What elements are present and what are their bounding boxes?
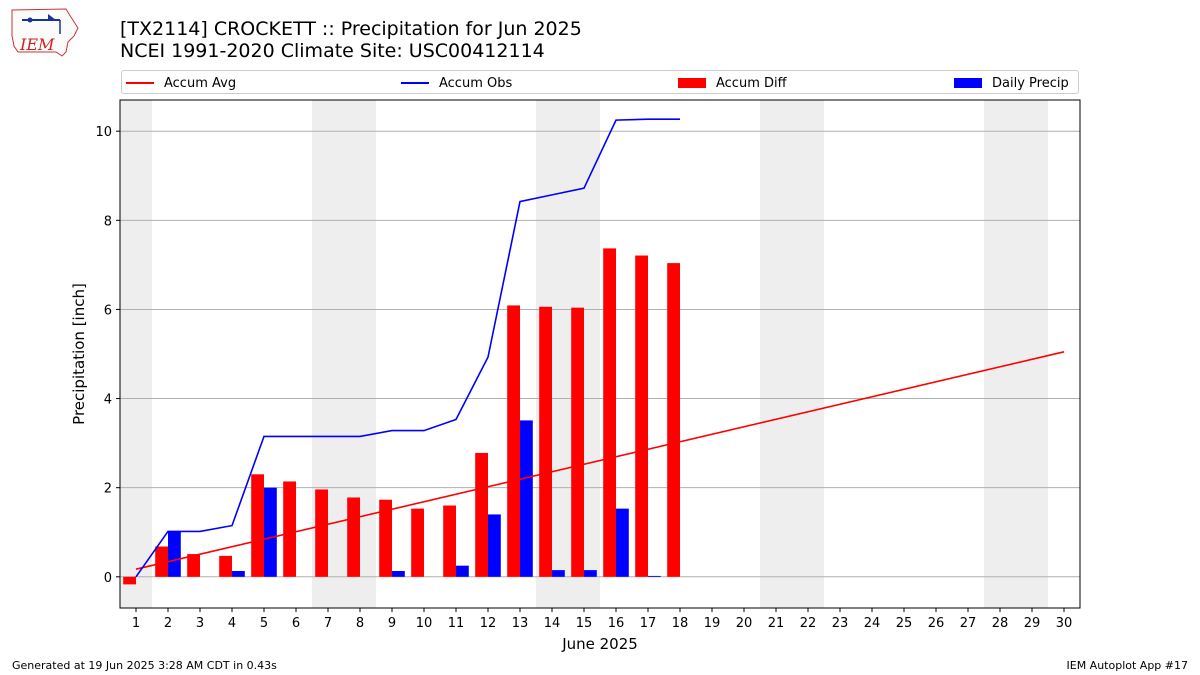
accum-avg-line xyxy=(135,351,1065,570)
x-tick-label: 16 xyxy=(608,616,625,631)
legend-swatch-accum-obs xyxy=(401,82,429,84)
title-line-2: NCEI 1991-2020 Climate Site: USC00412114 xyxy=(120,40,545,62)
x-tick-label: 5 xyxy=(260,616,268,631)
y-tick-label: 6 xyxy=(104,303,112,318)
x-tick-label: 28 xyxy=(992,616,1009,631)
y-tick-label: 4 xyxy=(104,393,112,408)
plot-frame xyxy=(119,99,1081,609)
x-tick-label: 22 xyxy=(800,616,817,631)
y-tick-label: 10 xyxy=(95,125,112,140)
accum-diff-bar xyxy=(315,489,328,577)
accum-obs-line xyxy=(135,118,680,578)
x-tick-label: 10 xyxy=(416,616,433,631)
x-tick-label: 24 xyxy=(864,616,881,631)
daily-precip-bar xyxy=(168,531,181,577)
legend-swatch-accum-diff xyxy=(678,78,706,88)
accum-diff-bar xyxy=(379,499,392,577)
accum-diff-bar xyxy=(603,248,616,577)
y-tick-label: 2 xyxy=(104,482,112,497)
legend-label-accum-diff: Accum Diff xyxy=(716,75,787,91)
accum-diff-bar xyxy=(123,576,136,585)
x-tick-label: 4 xyxy=(228,616,236,631)
legend-label-accum-avg: Accum Avg xyxy=(164,75,237,91)
weekend-shade xyxy=(760,100,824,608)
x-tick-label: 17 xyxy=(640,616,657,631)
x-tick-label: 12 xyxy=(480,616,497,631)
y-axis-label: Precipitation [inch] xyxy=(70,283,88,425)
daily-precip-bar xyxy=(488,514,501,577)
accum-diff-bar xyxy=(507,305,520,577)
legend-item-accum-obs: Accum Obs xyxy=(401,74,512,92)
x-tick-label: 18 xyxy=(672,616,689,631)
legend: Accum Avg Accum Obs Accum Diff Daily Pre… xyxy=(121,70,1079,94)
accum-diff-bar xyxy=(251,474,264,577)
y-tick-label: 0 xyxy=(104,571,112,586)
daily-precip-bar xyxy=(232,571,245,577)
x-tick-label: 25 xyxy=(896,616,913,631)
x-axis-label: June 2025 xyxy=(561,635,638,653)
accum-diff-bar xyxy=(187,554,200,577)
title-line-1: [TX2114] CROCKETT :: Precipitation for J… xyxy=(120,18,582,40)
x-tick-label: 6 xyxy=(292,616,300,631)
legend-swatch-daily-precip xyxy=(954,78,982,88)
x-tick-label: 11 xyxy=(448,616,465,631)
logo-text: IEM xyxy=(19,35,55,54)
accum-diff-bar xyxy=(635,255,648,577)
x-tick-label: 19 xyxy=(704,616,721,631)
x-tick-label: 2 xyxy=(164,616,172,631)
x-tick-label: 20 xyxy=(736,616,753,631)
daily-precip-bar xyxy=(552,570,565,577)
x-tick-label: 3 xyxy=(196,616,204,631)
iem-logo: IEM xyxy=(11,8,79,57)
legend-item-accum-avg: Accum Avg xyxy=(126,74,236,92)
accum-diff-bar xyxy=(219,555,232,577)
footer-generated: Generated at 19 Jun 2025 3:28 AM CDT in … xyxy=(12,659,277,672)
accum-diff-bar xyxy=(667,263,680,577)
daily-precip-bar xyxy=(264,487,277,577)
accum-diff-bar xyxy=(539,306,552,577)
x-tick-label: 8 xyxy=(356,616,364,631)
x-tick-label: 23 xyxy=(832,616,849,631)
weekend-shade xyxy=(120,100,152,608)
x-tick-label: 21 xyxy=(768,616,785,631)
daily-precip-bar xyxy=(584,570,597,577)
accum-diff-bar xyxy=(283,481,296,577)
daily-precip-bar xyxy=(616,508,629,577)
legend-item-daily-precip: Daily Precip xyxy=(954,74,1069,92)
x-tick-label: 30 xyxy=(1056,616,1073,631)
legend-label-accum-obs: Accum Obs xyxy=(439,75,513,91)
legend-label-daily-precip: Daily Precip xyxy=(992,75,1069,91)
x-tick-label: 15 xyxy=(576,616,593,631)
footer-app: IEM Autoplot App #17 xyxy=(1066,659,1189,672)
x-tick-label: 26 xyxy=(928,616,945,631)
x-tick-label: 13 xyxy=(512,616,529,631)
accum-diff-bar xyxy=(411,508,424,577)
daily-precip-bar xyxy=(392,571,405,577)
daily-precip-bar xyxy=(648,575,661,577)
x-tick-label: 9 xyxy=(388,616,396,631)
legend-swatch-accum-avg xyxy=(126,82,154,84)
accum-diff-bar xyxy=(475,452,488,577)
accum-diff-bar xyxy=(571,307,584,577)
accum-diff-bar xyxy=(155,546,168,577)
x-tick-label: 27 xyxy=(960,616,977,631)
accum-diff-bar xyxy=(347,497,360,577)
legend-item-accum-diff: Accum Diff xyxy=(678,74,787,92)
daily-precip-bar xyxy=(520,420,533,577)
daily-precip-bar xyxy=(456,565,469,577)
weekend-shade xyxy=(984,100,1048,608)
x-tick-label: 14 xyxy=(544,616,561,631)
x-tick-label: 7 xyxy=(324,616,332,631)
x-tick-label: 29 xyxy=(1024,616,1041,631)
x-tick-label: 1 xyxy=(132,616,140,631)
chart-title: [TX2114] CROCKETT :: Precipitation for J… xyxy=(120,18,582,62)
accum-diff-bar xyxy=(443,505,456,577)
y-tick-label: 8 xyxy=(104,214,112,229)
